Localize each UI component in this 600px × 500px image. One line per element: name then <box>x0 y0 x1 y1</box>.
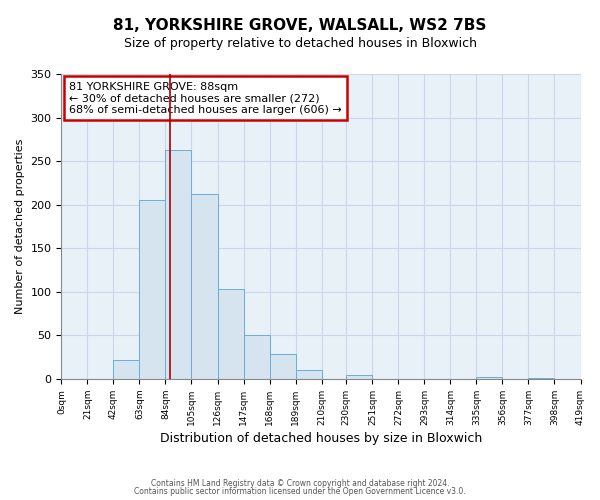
Bar <box>346 374 373 379</box>
Y-axis label: Number of detached properties: Number of detached properties <box>15 139 25 314</box>
Text: Contains public sector information licensed under the Open Government Licence v3: Contains public sector information licen… <box>134 487 466 496</box>
Bar <box>269 354 296 379</box>
Text: 81, YORKSHIRE GROVE, WALSALL, WS2 7BS: 81, YORKSHIRE GROVE, WALSALL, WS2 7BS <box>113 18 487 32</box>
Bar <box>113 360 139 379</box>
Text: Contains HM Land Registry data © Crown copyright and database right 2024.: Contains HM Land Registry data © Crown c… <box>151 478 449 488</box>
Bar <box>476 377 502 379</box>
Bar <box>139 200 166 379</box>
Bar <box>244 336 269 379</box>
Bar <box>529 378 554 379</box>
Text: 81 YORKSHIRE GROVE: 88sqm
← 30% of detached houses are smaller (272)
68% of semi: 81 YORKSHIRE GROVE: 88sqm ← 30% of detac… <box>69 82 342 115</box>
Text: Size of property relative to detached houses in Bloxwich: Size of property relative to detached ho… <box>124 38 476 51</box>
Bar <box>296 370 322 379</box>
Bar <box>191 194 218 379</box>
Bar <box>166 150 191 379</box>
Bar <box>218 289 244 379</box>
X-axis label: Distribution of detached houses by size in Bloxwich: Distribution of detached houses by size … <box>160 432 482 445</box>
